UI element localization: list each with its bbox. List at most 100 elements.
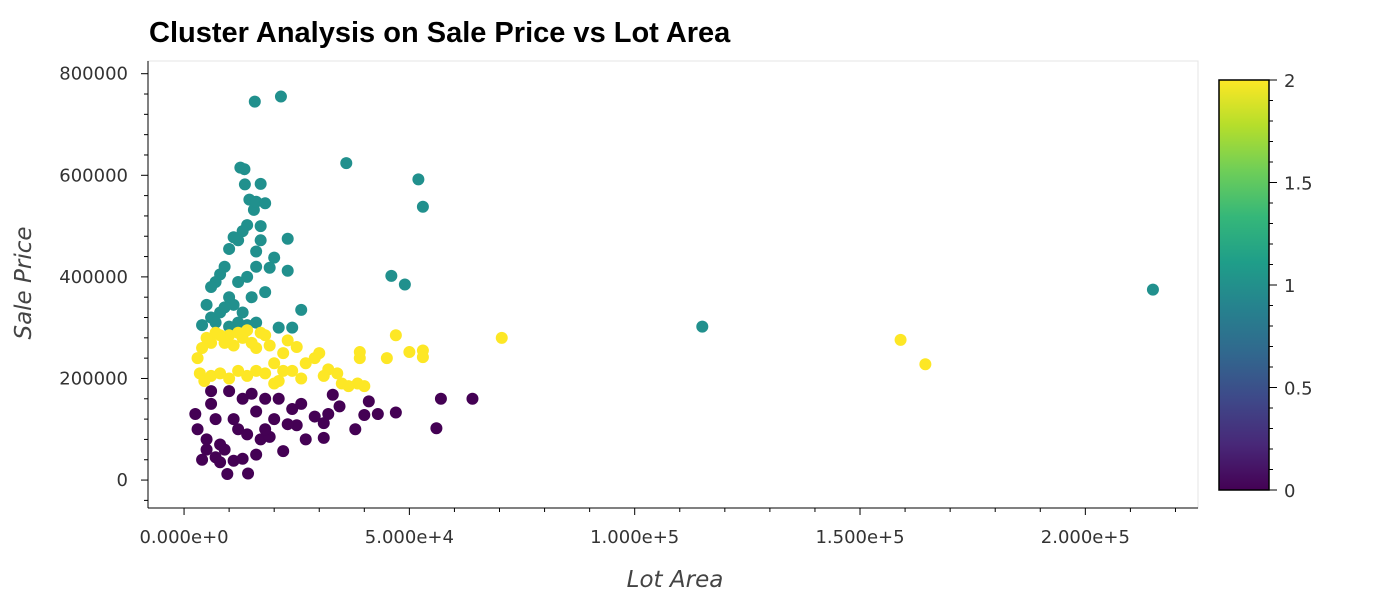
- data-point-cluster-0: [466, 392, 479, 405]
- data-point-cluster-1: [238, 163, 251, 176]
- data-point-cluster-1: [295, 303, 308, 316]
- data-point-cluster-0: [259, 423, 272, 436]
- data-point-cluster-1: [236, 306, 249, 319]
- points-layer: [189, 90, 1159, 480]
- data-point-cluster-2: [416, 351, 429, 364]
- data-point-cluster-2: [281, 334, 294, 347]
- data-point-cluster-1: [236, 225, 249, 238]
- data-point-cluster-0: [227, 413, 240, 426]
- y-tick-label: 400000: [59, 267, 128, 288]
- data-point-cluster-0: [205, 397, 218, 410]
- data-point-cluster-2: [245, 336, 258, 349]
- data-point-cluster-0: [286, 402, 299, 415]
- x-axis-label: Lot Area: [627, 567, 724, 593]
- data-point-cluster-2: [331, 367, 344, 380]
- colorbar-gradient: [1218, 79, 1270, 491]
- data-point-cluster-1: [223, 320, 236, 333]
- data-point-cluster-0: [333, 400, 346, 413]
- x-tick-label: 0.000e+0: [139, 527, 228, 548]
- x-axis: 0.000e+0 5.000e+4 1.000e+5 1.500e+5 2.000e+5: [139, 507, 1198, 548]
- data-point-cluster-2: [214, 367, 227, 380]
- data-point-cluster-2: [191, 352, 204, 365]
- data-point-cluster-2: [380, 352, 393, 365]
- data-point-cluster-1: [259, 197, 272, 210]
- data-point-cluster-1: [238, 178, 251, 191]
- data-point-cluster-1: [250, 260, 263, 273]
- data-point-cluster-2: [241, 369, 254, 382]
- data-point-cluster-1: [259, 286, 272, 299]
- data-point-cluster-2: [268, 357, 281, 370]
- data-point-cluster-1: [412, 173, 425, 186]
- data-point-cluster-2: [268, 377, 281, 390]
- data-point-cluster-1: [696, 320, 709, 333]
- data-point-cluster-0: [189, 408, 202, 421]
- data-point-cluster-2: [495, 331, 508, 344]
- y-axis-label: Sale Price: [11, 226, 37, 339]
- data-point-cluster-2: [353, 352, 366, 365]
- data-point-cluster-0: [349, 423, 362, 436]
- data-point-cluster-0: [272, 392, 285, 405]
- data-point-cluster-1: [200, 298, 213, 311]
- data-point-cluster-1: [250, 245, 263, 258]
- data-point-cluster-0: [245, 387, 258, 400]
- data-point-cluster-1: [223, 242, 236, 255]
- chart-title: Cluster Analysis on Sale Price vs Lot Ar…: [149, 17, 731, 49]
- data-point-cluster-2: [351, 377, 364, 390]
- data-point-cluster-0: [362, 395, 375, 408]
- data-point-cluster-2: [299, 357, 312, 370]
- data-point-cluster-0: [214, 456, 227, 469]
- data-point-cluster-2: [403, 346, 416, 359]
- data-point-cluster-0: [295, 397, 308, 410]
- data-point-cluster-2: [227, 339, 240, 352]
- y-tick-label: 200000: [59, 368, 128, 389]
- colorbar-tick-label: 1.5: [1284, 174, 1313, 195]
- data-point-cluster-0: [250, 405, 263, 418]
- data-point-cluster-0: [322, 408, 335, 421]
- data-point-cluster-1: [232, 316, 245, 329]
- data-point-cluster-2: [259, 367, 272, 380]
- data-point-cluster-2: [196, 341, 209, 354]
- data-point-cluster-2: [317, 369, 330, 382]
- data-point-cluster-0: [221, 467, 234, 480]
- data-point-cluster-0: [242, 467, 255, 480]
- data-point-cluster-2: [232, 364, 245, 377]
- colorbar-tick-label: 2: [1284, 71, 1295, 92]
- data-point-cluster-2: [919, 358, 932, 371]
- data-point-cluster-1: [340, 157, 353, 170]
- data-point-cluster-1: [248, 95, 261, 108]
- data-point-cluster-1: [385, 269, 398, 282]
- data-point-cluster-1: [245, 291, 258, 304]
- data-point-cluster-2: [277, 347, 290, 360]
- data-point-cluster-1: [241, 270, 254, 283]
- data-point-cluster-1: [272, 321, 285, 334]
- data-point-cluster-1: [286, 321, 299, 334]
- data-point-cluster-0: [277, 445, 290, 458]
- data-point-cluster-2: [290, 340, 303, 353]
- data-point-cluster-1: [281, 232, 294, 245]
- data-point-cluster-1: [281, 264, 294, 277]
- data-point-cluster-1: [268, 251, 281, 264]
- colorbar-tick-label: 0.5: [1284, 379, 1313, 400]
- x-tick-label: 5.000e+4: [365, 527, 454, 548]
- data-point-cluster-1: [227, 231, 240, 244]
- data-point-cluster-1: [205, 281, 218, 294]
- data-point-cluster-0: [250, 448, 263, 461]
- data-point-cluster-0: [205, 385, 218, 398]
- data-point-cluster-1: [227, 298, 240, 311]
- data-point-cluster-0: [430, 422, 443, 435]
- colorbar-tick-label: 0: [1284, 481, 1295, 502]
- data-point-cluster-1: [254, 220, 267, 233]
- data-point-cluster-0: [227, 454, 240, 467]
- data-point-cluster-1: [218, 301, 231, 314]
- data-point-cluster-0: [196, 453, 209, 466]
- data-point-cluster-0: [232, 423, 245, 436]
- x-tick-label: 1.000e+5: [590, 527, 679, 548]
- data-point-cluster-1: [416, 200, 429, 213]
- data-point-cluster-0: [223, 385, 236, 398]
- data-point-cluster-0: [236, 452, 249, 465]
- data-point-cluster-2: [254, 326, 267, 339]
- data-point-cluster-2: [286, 364, 299, 377]
- x-tick-label: 2.000e+5: [1041, 527, 1130, 548]
- data-point-cluster-0: [326, 388, 339, 401]
